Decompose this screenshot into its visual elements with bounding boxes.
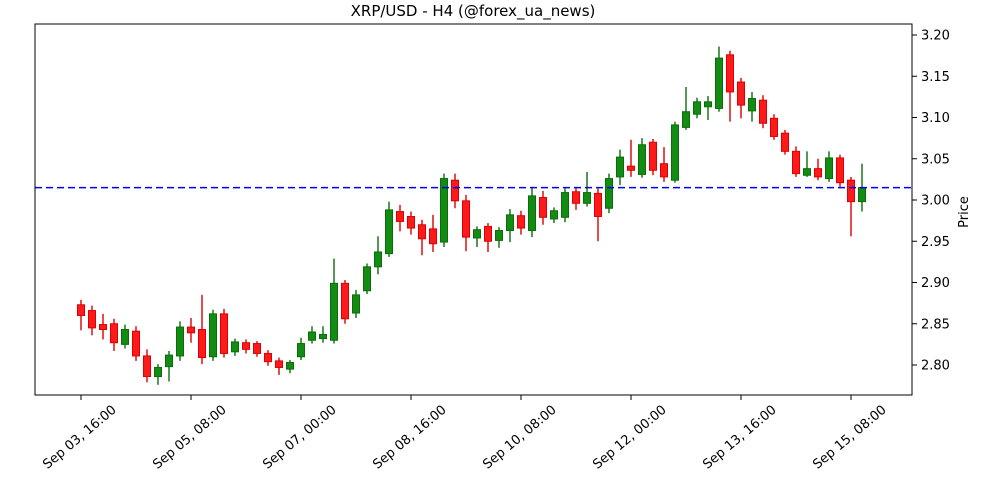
x-tick-label: Sep 05, 08:00 xyxy=(150,403,229,473)
candle-body xyxy=(440,178,448,243)
candle-body xyxy=(462,200,470,238)
candle-body xyxy=(638,144,646,175)
candle-body xyxy=(605,178,613,209)
candle-body xyxy=(660,163,668,178)
candle-body xyxy=(572,191,580,204)
y-tick-label: 3.05 xyxy=(921,152,950,167)
y-tick-label: 2.95 xyxy=(921,235,950,250)
candle-body xyxy=(253,343,261,354)
candle-body xyxy=(374,251,382,268)
candle-body xyxy=(363,266,371,292)
candle-body xyxy=(770,117,778,137)
y-tick-label: 2.85 xyxy=(921,317,950,332)
candle-body xyxy=(704,101,712,108)
candle-body xyxy=(176,326,184,357)
candle-body xyxy=(308,331,316,341)
candle-body xyxy=(748,98,756,112)
candle-body xyxy=(319,333,327,340)
x-tick-label: Sep 07, 00:00 xyxy=(260,403,339,473)
candle-body xyxy=(154,366,162,378)
candle-body xyxy=(385,209,393,255)
candle-body xyxy=(484,225,492,242)
candle-body xyxy=(847,179,855,203)
chart-title: XRP/USD - H4 (@forex_ua_news) xyxy=(351,2,596,21)
y-tick-label: 3.00 xyxy=(921,194,950,209)
candle-body xyxy=(814,168,822,178)
x-tick-label: Sep 08, 16:00 xyxy=(370,403,449,473)
x-tick-label: Sep 13, 16:00 xyxy=(700,403,779,473)
candle-body xyxy=(781,132,789,152)
candle-body xyxy=(649,141,657,171)
y-tick-label: 3.20 xyxy=(921,29,950,44)
candle-body xyxy=(858,187,866,203)
candle-body xyxy=(418,224,426,240)
x-tick-label: Sep 12, 00:00 xyxy=(590,403,669,473)
candle-body xyxy=(737,81,745,106)
candle-body xyxy=(726,54,734,93)
candle-body xyxy=(594,192,602,217)
candle-body xyxy=(836,157,844,184)
candle-body xyxy=(143,355,151,378)
candle-body xyxy=(451,179,459,202)
candle-body xyxy=(407,216,415,229)
candle-body xyxy=(231,341,239,353)
candle-body xyxy=(583,192,591,204)
candle-body xyxy=(165,354,173,368)
candle-body xyxy=(517,215,525,229)
x-tick-label: Sep 15, 08:00 xyxy=(810,403,889,473)
candle-body xyxy=(198,329,206,359)
candle-body xyxy=(352,294,360,314)
candle-body xyxy=(561,192,569,218)
candle-body xyxy=(429,228,437,245)
candle-body xyxy=(297,343,305,358)
candle-body xyxy=(132,330,140,357)
candle-body xyxy=(330,282,338,341)
candle-body xyxy=(528,195,536,232)
x-tick-label: Sep 03, 16:00 xyxy=(40,403,119,473)
candle-body xyxy=(792,150,800,175)
candle-body xyxy=(286,362,294,370)
y-tick-label: 2.80 xyxy=(921,359,950,374)
candle-body xyxy=(825,157,833,180)
candle-body xyxy=(88,310,96,329)
candle-body xyxy=(473,229,481,239)
candle-body xyxy=(77,304,85,316)
candle-body xyxy=(187,326,195,334)
axes-layer: 2.80 2.85 2.90 2.95 3.00 3.05 3.10 3.15 3.20 Sep … xyxy=(34,23,950,473)
candle-body xyxy=(264,352,272,363)
candle-body xyxy=(682,111,690,128)
candle-body xyxy=(242,342,250,350)
y-tick-label: 2.90 xyxy=(921,276,950,291)
candle-body xyxy=(275,360,283,368)
candle-body xyxy=(209,313,217,358)
candles-layer xyxy=(77,46,866,385)
price-axis-label: Price xyxy=(957,196,972,228)
candle-body xyxy=(803,168,811,176)
candle-body xyxy=(539,197,547,218)
candle-body xyxy=(506,214,514,232)
candle-body xyxy=(616,156,624,178)
x-tick-label: Sep 10, 08:00 xyxy=(480,403,559,473)
candle-body xyxy=(759,99,767,124)
candle-body xyxy=(693,101,701,115)
candle-body xyxy=(715,57,723,109)
candle-body xyxy=(341,282,349,320)
candle-body xyxy=(121,329,129,345)
candle-body xyxy=(220,313,228,354)
candle-body xyxy=(550,210,558,220)
candle-body xyxy=(110,323,118,344)
y-tick-label: 3.10 xyxy=(921,111,950,126)
y-tick-label: 3.15 xyxy=(921,70,950,85)
candle-body xyxy=(396,211,404,222)
candle-body xyxy=(627,165,635,171)
candle-body xyxy=(671,124,679,181)
plot-border xyxy=(34,23,913,396)
candle-body xyxy=(99,324,107,331)
candle-body xyxy=(495,230,503,241)
